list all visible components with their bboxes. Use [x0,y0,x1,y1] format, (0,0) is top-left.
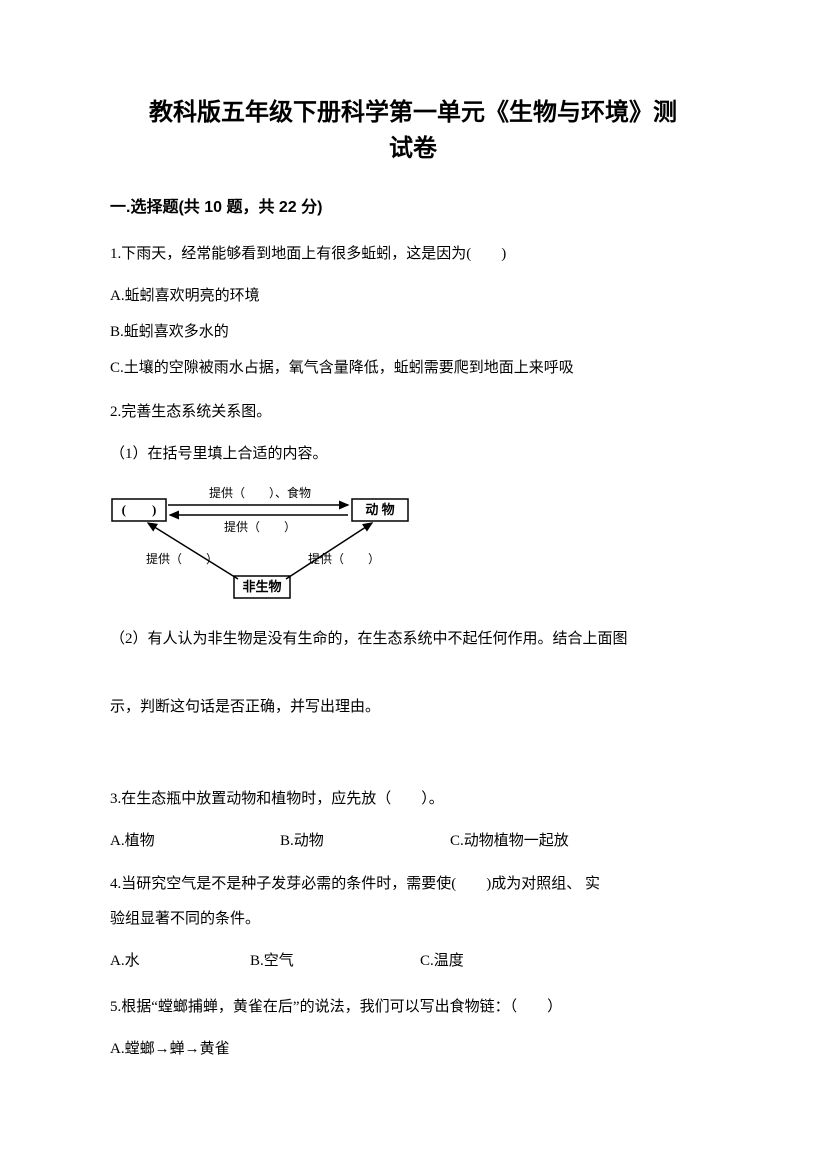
title-line-1: 教科版五年级下册科学第一单元《生物与环境》测 [110,95,716,131]
q3-stem: 3.在生态瓶中放置动物和植物时，应先放（ ）。 [110,784,716,814]
svg-text:非生物: 非生物 [242,579,281,594]
q1-options: A.蚯蚓喜欢明亮的环境 B.蚯蚓喜欢多水的 C.土壤的空隙被雨水占据，氧气含量降… [110,281,716,383]
page-title: 教科版五年级下册科学第一单元《生物与环境》测 试卷 [110,95,716,167]
svg-text:( ): ( ) [122,502,157,517]
ecosystem-diagram: ( ) 动 物 非生物 提供（ ）、食物 提供（ ） 提供（ ） 提 [110,481,420,606]
q1-option-c: C.土壤的空隙被雨水占据，氧气含量降低，蚯蚓需要爬到地面上来呼吸 [110,353,716,383]
q4-option-c: C.温度 [420,946,590,976]
section-1-header: 一.选择题(共 10 题，共 22 分) [110,193,716,217]
q5-option-a: A.螳螂→蝉→黄雀 [110,1034,716,1064]
q4-stem-line1: 4.当研究空气是不是种子发芽必需的条件时，需要使( )成为对照组、 实 [110,872,716,898]
q5-stem: 5.根据“螳螂捕蝉，黄雀在后”的说法，我们可以写出食物链：（ ） [110,992,716,1022]
q2-stem: 2.完善生态系统关系图。 [110,397,716,427]
q2-sub2-line1: （2）有人认为非生物是没有生命的，在生态系统中不起任何作用。结合上面图 [110,624,716,654]
svg-text:提供（ ）: 提供（ ） [308,551,380,566]
question-3: 3.在生态瓶中放置动物和植物时，应先放（ ）。 A.植物 B.动物 C.动物植物… [110,784,716,856]
q3-option-c: C.动物植物一起放 [450,826,620,856]
q2-sub2-line2: 示，判断这句话是否正确，并写出理由。 [110,692,716,722]
svg-text:提供（ ）: 提供（ ） [146,551,218,566]
q1-stem: 1.下雨天，经常能够看到地面上有很多蚯蚓，这是因为( ) [110,239,716,269]
svg-text:提供（ ）: 提供（ ） [224,519,296,534]
q1-option-a: A.蚯蚓喜欢明亮的环境 [110,281,716,311]
q4-option-a: A.水 [110,946,250,976]
q2-sub1: （1）在括号里填上合适的内容。 [110,439,716,469]
q4-stem-line2: 验组显著不同的条件。 [110,904,716,934]
q4-options: A.水 B.空气 C.温度 [110,946,716,976]
q4-option-b: B.空气 [250,946,420,976]
exam-page: 教科版五年级下册科学第一单元《生物与环境》测 试卷 一.选择题(共 10 题，共… [0,0,826,1169]
question-4: 4.当研究空气是不是种子发芽必需的条件时，需要使( )成为对照组、 实 验组显著… [110,872,716,976]
q3-option-a: A.植物 [110,826,280,856]
question-5: 5.根据“螳螂捕蝉，黄雀在后”的说法，我们可以写出食物链：（ ） A.螳螂→蝉→… [110,992,716,1064]
q3-option-b: B.动物 [280,826,450,856]
question-2: 2.完善生态系统关系图。 （1）在括号里填上合适的内容。 ( ) 动 物 非生 [110,397,716,770]
svg-text:提供（ ）、食物: 提供（ ）、食物 [209,485,311,500]
svg-text:动 物: 动 物 [365,502,394,517]
title-line-2: 试卷 [110,131,716,167]
q3-options: A.植物 B.动物 C.动物植物一起放 [110,826,716,856]
q5-options: A.螳螂→蝉→黄雀 [110,1034,716,1064]
question-1: 1.下雨天，经常能够看到地面上有很多蚯蚓，这是因为( ) A.蚯蚓喜欢明亮的环境… [110,239,716,383]
q1-option-b: B.蚯蚓喜欢多水的 [110,317,716,347]
